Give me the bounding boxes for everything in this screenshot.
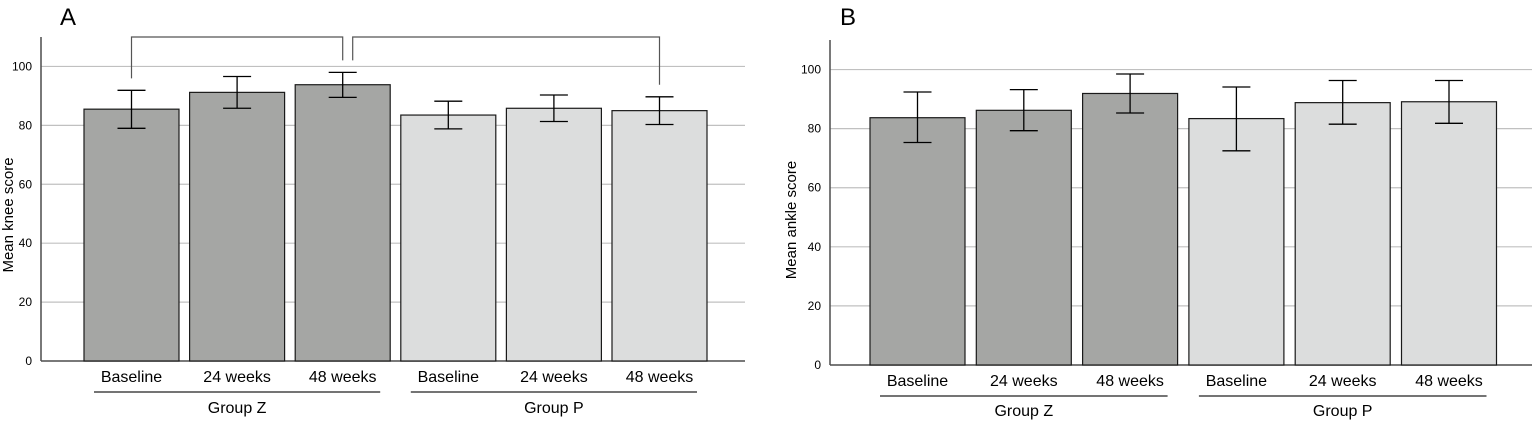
panel-b-y-tick-label: 20 (808, 299, 822, 313)
panel-a-bar (400, 114, 497, 362)
panel-b-x-tick-label: 24 weeks (1309, 373, 1377, 390)
panel-b: B Mean ankle score 0 20 40 60 80 100 Baseline 2… (783, 4, 1532, 420)
panel-b-x-tick-label: 24 weeks (990, 373, 1058, 390)
panel-a-bar (505, 107, 602, 362)
panel-b-bar (1294, 102, 1391, 366)
panel-a-x-tick-label: Baseline (418, 369, 479, 386)
panel-b-letter: B (840, 4, 856, 31)
panel-b-x-tick-label: Baseline (887, 373, 948, 390)
panel-a-y-tick-label: 40 (19, 236, 33, 250)
panel-b-bar (1400, 101, 1498, 366)
panel-a-y-axis-title: Mean knee score (0, 157, 17, 272)
panel-b-bar (975, 109, 1072, 366)
panel-a-y-tick-label: 80 (19, 118, 33, 132)
panel-b-group-label: Group Z (994, 403, 1053, 420)
panel-a-bar (83, 108, 180, 362)
panel-b-y-tick-label: 0 (814, 358, 821, 372)
panel-a-x-tick-label: 24 weeks (203, 369, 271, 386)
panel-a-x-tick-label: 48 weeks (309, 369, 377, 386)
panel-b-y-tick-label: 80 (808, 122, 822, 136)
panel-b-y-axis-title: Mean ankle score (783, 161, 800, 279)
panel-b-bar (1081, 92, 1179, 366)
panel-a-letter: A (60, 4, 76, 31)
panel-a-x-tick-label: Baseline (101, 369, 162, 386)
panel-a-group-label: Group Z (208, 400, 267, 417)
panel-b-y-tick-label: 60 (808, 181, 822, 195)
panel-a-significance-bracket (352, 36, 661, 85)
panel-a-bar (294, 84, 391, 362)
panel-a-significance-bracket (130, 36, 344, 79)
panel-a-y-tick-label: 0 (25, 354, 32, 368)
panel-a-y-tick-label: 20 (19, 295, 33, 309)
panel-a-bar (611, 110, 708, 362)
panel-b-x-tick-label: 48 weeks (1096, 373, 1164, 390)
panel-b-x-tick-label: Baseline (1206, 373, 1267, 390)
panel-a-group-label: Group P (524, 400, 584, 417)
panel-b-bar (1188, 117, 1285, 366)
panel-a-x-tick-label: 48 weeks (626, 369, 694, 386)
panel-b-bar (869, 117, 966, 366)
panel-a-y-tick-label: 60 (19, 177, 33, 191)
panel-b-y-tick-label: 100 (801, 63, 821, 77)
panel-a-y-tick-label: 100 (12, 59, 32, 73)
panel-a-x-tick-label: 24 weeks (520, 369, 588, 386)
panel-b-group-label: Group P (1313, 403, 1373, 420)
panel-a-bar (189, 91, 286, 362)
panel-a: A Mean knee score 0 20 40 60 80 100 Baseline 24… (0, 4, 745, 417)
panel-b-x-tick-label: 48 weeks (1415, 373, 1483, 390)
panel-b-y-tick-label: 40 (808, 240, 822, 254)
